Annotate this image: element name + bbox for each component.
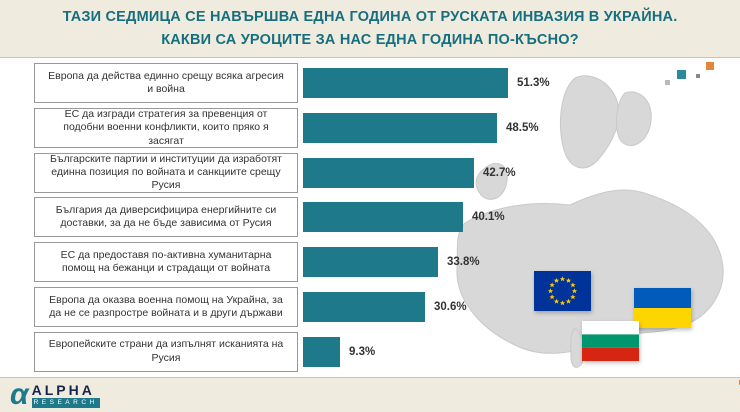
bar — [303, 68, 508, 99]
eu-flag-icon — [534, 271, 591, 311]
chart-row: ЕС да предоставя по-активна хуманитарна … — [34, 241, 736, 284]
chart-row: Европа да действа единно срещу всяка агр… — [34, 62, 736, 105]
value-label: 9.3% — [349, 345, 376, 358]
title-line-1: ТАЗИ СЕДМИЦА СЕ НАВЪРШВА ЕДНА ГОДИНА ОТ … — [62, 9, 678, 26]
footer: α ALPHA RESEARCH — [0, 378, 740, 412]
chart-row: ЕС да изгради стратегия за превенция от … — [34, 107, 736, 150]
chart-title: ТАЗИ СЕДМИЦА СЕ НАВЪРШВА ЕДНА ГОДИНА ОТ … — [0, 0, 740, 57]
bar-area: 40.1% — [303, 202, 736, 233]
bar — [303, 291, 425, 322]
logo-brand-text: ALPHA — [31, 381, 95, 398]
bar-area: 33.8% — [303, 247, 736, 278]
category-label: Българските партии и институции да израб… — [34, 152, 298, 193]
bar — [303, 247, 438, 278]
teal-square-icon — [677, 70, 686, 79]
chart-row: България да диверсифицира енергийните си… — [34, 196, 736, 239]
bar-area: 51.3% — [303, 68, 736, 99]
orange-square-icon — [706, 62, 714, 70]
bar — [303, 157, 474, 188]
category-label: ЕС да предоставя по-активна хуманитарна … — [34, 242, 298, 283]
category-label: Европейските страни да изпълнят исканият… — [34, 331, 298, 372]
dark-square-icon — [696, 74, 700, 78]
bar-area: 30.6% — [303, 291, 736, 322]
logo-sub-text: RESEARCH — [31, 397, 100, 408]
chart-row: Европа да оказва военна помощ на Украйна… — [34, 285, 736, 328]
chart-rows: Европа да действа единно срещу всяка агр… — [34, 61, 736, 374]
bar-area: 48.5% — [303, 113, 736, 144]
bar — [303, 336, 340, 367]
category-label: ЕС да изгради стратегия за превенция от … — [34, 108, 298, 149]
chart-row: Българските партии и институции да израб… — [34, 151, 736, 194]
value-label: 33.8% — [447, 256, 480, 269]
title-line-2: КАКВИ СА УРОЦИТЕ ЗА НАС ЕДНА ГОДИНА ПО-К… — [161, 31, 579, 48]
value-label: 51.3% — [517, 77, 550, 90]
category-label: Европа да действа единно срещу всяка агр… — [34, 63, 298, 104]
value-label: 30.6% — [434, 300, 467, 313]
bar-area: 42.7% — [303, 157, 736, 188]
category-label: Европа да оказва военна помощ на Украйна… — [34, 286, 298, 327]
value-label: 48.5% — [506, 122, 539, 135]
value-label: 42.7% — [483, 166, 516, 179]
bar — [303, 113, 497, 144]
chart-panel: Европа да действа единно срещу всяка агр… — [0, 57, 740, 378]
bar-area: 9.3% — [303, 336, 736, 367]
bulgaria-flag-icon — [582, 321, 639, 361]
gray-square-icon — [665, 80, 670, 85]
alpha-research-logo: α ALPHA RESEARCH — [10, 378, 740, 412]
category-label: България да диверсифицира енергийните си… — [34, 197, 298, 238]
chart-row: Европейските страни да изпълнят исканият… — [34, 330, 736, 373]
ukraine-flag-icon — [634, 288, 691, 328]
alpha-glyph-icon: α — [10, 378, 29, 412]
decorative-squares — [644, 62, 714, 88]
value-label: 40.1% — [472, 211, 505, 224]
bar — [303, 202, 463, 233]
